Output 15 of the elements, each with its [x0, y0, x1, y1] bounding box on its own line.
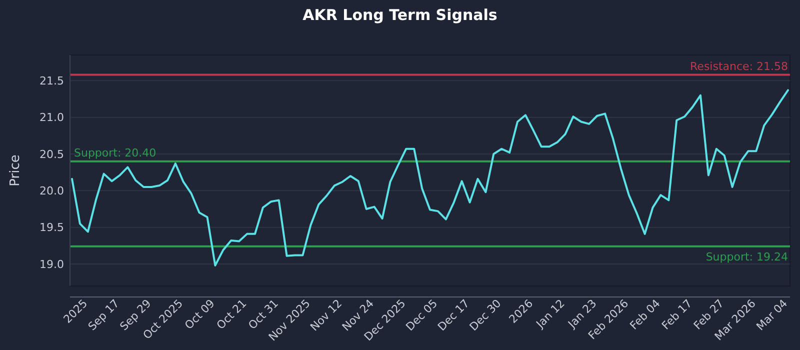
ref-line-label: Resistance: 21.58: [690, 60, 788, 73]
ref-line-label: Support: 20.40: [74, 146, 156, 160]
y-tick-label: 21.0: [40, 111, 64, 124]
x-tick-label: Mar 04: [754, 296, 790, 334]
y-tick-label: 20.5: [40, 148, 64, 161]
x-tick-label: Jan 12: [533, 296, 568, 332]
chart-title: AKR Long Term Signals: [302, 6, 498, 24]
y-tick-label: 20.0: [40, 184, 64, 198]
line-series: [71, 89, 789, 266]
ref-line-label: Support: 19.24: [706, 250, 788, 264]
y-tick-label: 19.0: [40, 258, 64, 271]
y-tick-label: 21.5: [40, 74, 64, 88]
x-tick-label: Dec 30: [467, 296, 504, 334]
y-tick-label: 19.5: [40, 221, 64, 234]
y-axis-title: Price: [8, 154, 23, 186]
